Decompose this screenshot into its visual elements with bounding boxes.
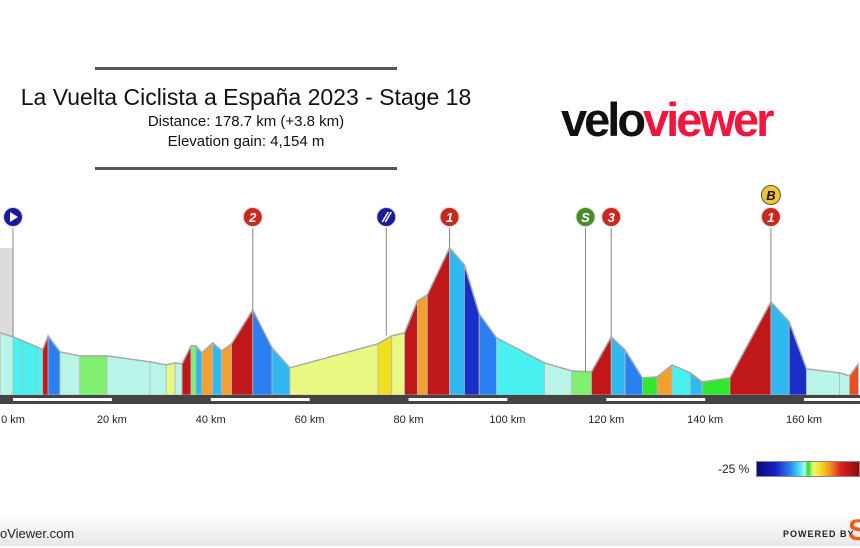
marker-label: 2 — [248, 210, 257, 225]
profile-segment — [571, 370, 592, 396]
play-icon — [10, 212, 18, 222]
x-tick-label: 0 km — [1, 414, 25, 426]
marker-sprint-badge — [575, 207, 596, 227]
profile-segment — [729, 301, 772, 396]
profile-segment — [252, 309, 273, 396]
marker-label: 1 — [767, 210, 774, 225]
profile-segment — [79, 355, 108, 396]
legend-min-label: -25 % — [718, 462, 750, 476]
marker-climb-badge — [601, 207, 622, 227]
profile-segment — [656, 363, 673, 396]
profile-segment — [289, 343, 379, 396]
footer-site-link[interactable]: oViewer.com — [0, 526, 75, 541]
x-tick-label: 60 km — [295, 414, 325, 426]
profile-segment — [231, 308, 254, 396]
distance-bar-segment — [408, 398, 508, 401]
x-tick-label: 120 km — [588, 414, 624, 426]
marker-bonus-badge — [760, 185, 781, 205]
x-tick-label: 160 km — [786, 414, 822, 426]
x-tick-label: 40 km — [196, 414, 226, 426]
title-rule-bottom — [95, 167, 397, 170]
profile-segment — [174, 362, 183, 396]
strava-logo: S — [848, 514, 860, 547]
distance-bar-segment — [804, 398, 860, 401]
footer: oViewer.com POWERED BY S — [0, 512, 860, 547]
knife-icon — [384, 211, 392, 223]
page-title: La Vuelta Ciclista a España 2023 - Stage… — [20, 84, 472, 110]
profile-segment — [449, 246, 465, 396]
profile-segment — [149, 361, 167, 396]
veloviewer-logo: veloviewer — [561, 93, 774, 146]
profile-segment — [463, 264, 480, 396]
title-rule-top — [95, 67, 397, 70]
fork-icon — [381, 211, 389, 223]
profile-segment — [417, 294, 428, 396]
profile-segment — [212, 341, 223, 396]
profile-segment — [106, 355, 151, 396]
elevation-profile-chart: 0 km 20 km 40 km 60 km 80 km 100 km 120 km 140 … — [0, 185, 860, 426]
profile-segment — [36, 346, 44, 396]
profile-segment — [12, 336, 24, 396]
elevation-text: Elevation gain: 4,154 m — [167, 133, 325, 150]
x-tick-label: 80 km — [394, 414, 424, 426]
profile-segment — [0, 332, 14, 396]
powered-by-text: POWERED BY — [783, 529, 855, 539]
distance-text: Distance: 178.7 km (+3.8 km) — [147, 113, 345, 130]
marker-label: 1 — [446, 210, 453, 225]
marker-climb-badge — [760, 207, 781, 227]
profile-segment — [22, 340, 38, 396]
profile-segment — [271, 346, 291, 396]
x-tick-label: 140 km — [687, 414, 723, 426]
marker-label: B — [766, 188, 775, 203]
marker-climb-badge — [439, 207, 460, 227]
profile-segment — [770, 300, 790, 396]
profile-segment — [190, 345, 197, 396]
x-tick-label: 100 km — [489, 414, 525, 426]
feed-zone-icon — [376, 207, 397, 227]
profile-segment — [849, 362, 859, 396]
profile-segment — [221, 343, 232, 396]
profile-segment — [544, 362, 573, 396]
marker-climb-badge — [242, 207, 263, 227]
marker-label: 3 — [608, 210, 616, 225]
profile-segment — [165, 362, 176, 396]
profile-segment — [689, 372, 703, 396]
profile-segment — [788, 321, 807, 396]
profile-segment — [377, 335, 393, 396]
distance-bar-segment — [13, 398, 112, 401]
x-tick-label: 20 km — [97, 414, 127, 426]
distance-bar-segment — [210, 398, 310, 401]
profile-segment — [195, 344, 203, 396]
gradient-legend-bar — [756, 461, 860, 477]
profile-segment — [496, 337, 545, 396]
profile-segment — [391, 332, 405, 396]
marker-label: S — [581, 210, 590, 225]
profile-segment — [641, 376, 658, 396]
profile-segment — [59, 351, 81, 396]
distance-bar-segment — [606, 398, 706, 401]
profile-segment — [610, 335, 626, 396]
profile-outline — [0, 246, 860, 383]
